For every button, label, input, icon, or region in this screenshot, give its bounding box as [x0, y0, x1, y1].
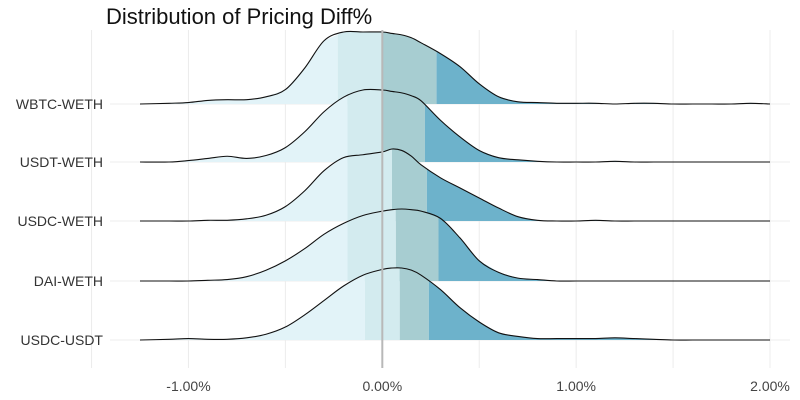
density-curve — [139, 267, 770, 341]
quantile-band-3 — [382, 32, 437, 104]
x-tick-label: 2.00% — [750, 378, 790, 394]
quantile-band-4 — [426, 168, 770, 221]
x-axis-tick-labels: -1.00% 0.00% 1.00% 2.00% — [166, 378, 790, 394]
quantile-band-2 — [347, 149, 392, 221]
quantile-band-1 — [140, 274, 365, 340]
ridge-usdt-weth — [139, 88, 770, 163]
quantile-band-4 — [438, 217, 770, 281]
ridge-series — [139, 30, 771, 341]
y-tick-label: DAI-WETH — [34, 273, 103, 289]
quantile-band-3 — [392, 149, 427, 221]
chart-title: Distribution of Pricing Diff% — [106, 4, 372, 29]
x-tick-label: -1.00% — [166, 378, 210, 394]
quantile-band-2 — [337, 32, 383, 104]
density-curve — [140, 208, 770, 282]
quantile-band-4 — [424, 104, 770, 162]
quantile-band-1 — [140, 34, 338, 105]
ridge-dai-weth — [140, 208, 770, 282]
ridge-wbtc-weth — [139, 30, 771, 105]
quantile-band-3 — [382, 90, 425, 162]
density-curve — [139, 88, 770, 163]
ridge-usdc-weth — [140, 148, 770, 222]
density-curve — [139, 30, 771, 105]
quantile-band-1 — [140, 157, 348, 221]
density-curve — [140, 148, 770, 222]
quantile-band-2 — [347, 90, 383, 162]
x-tick-label: 1.00% — [556, 378, 596, 394]
quantile-band-4 — [428, 280, 770, 340]
x-tick-label: 0.00% — [362, 378, 402, 394]
quantile-band-1 — [140, 221, 348, 281]
quantile-band-4 — [436, 51, 770, 104]
y-axis-tick-labels: WBTC-WETH USDT-WETH USDC-WETH DAI-WETH USDC-… — [16, 96, 104, 348]
quantile-band-3 — [395, 209, 439, 281]
y-tick-label: USDC-USDT — [21, 332, 104, 348]
quantile-band-1 — [140, 95, 348, 162]
quantile-band-3 — [399, 268, 429, 340]
y-tick-label: USDT-WETH — [20, 154, 103, 170]
y-tick-label: USDC-WETH — [17, 213, 103, 229]
y-tick-label: WBTC-WETH — [16, 96, 103, 112]
quantile-band-2 — [347, 209, 396, 281]
